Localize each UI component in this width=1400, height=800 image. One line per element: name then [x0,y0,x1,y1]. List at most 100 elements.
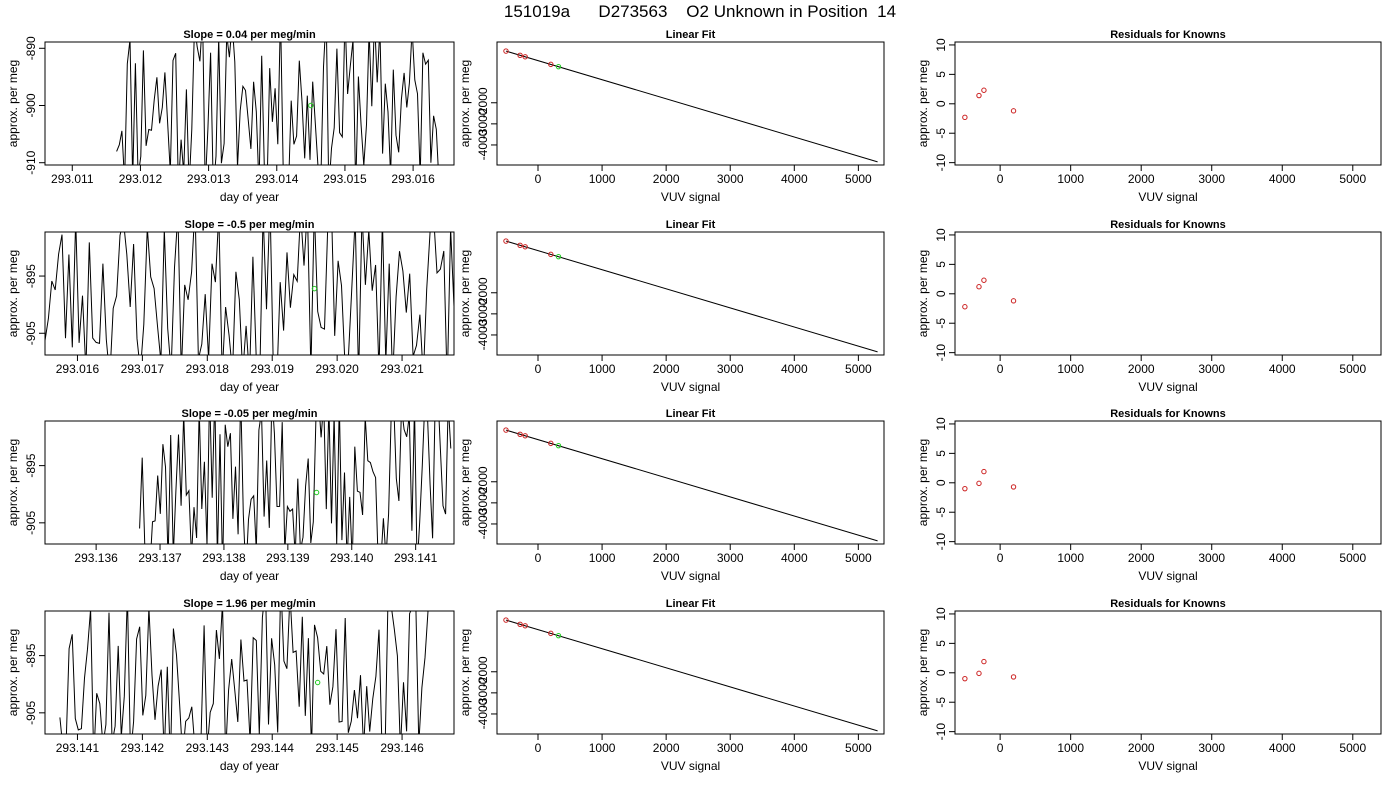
x-tick-label: 1000 [1057,172,1084,186]
x-tick-label: 2000 [653,172,680,186]
unknown-marker [311,285,318,292]
x-tick-label: 0 [535,172,542,186]
x-tick-label: 1000 [1057,741,1084,755]
y-axis-label: approx. per meg [6,629,20,716]
known-point [981,87,987,93]
known-point [522,623,528,629]
x-axis-label: VUV signal [1138,569,1197,583]
x-tick-label: 293.142 [121,741,165,755]
series-line [139,421,452,544]
y-tick-label: -3000 [476,298,490,329]
known-point [1010,674,1017,680]
x-tick-label: 2000 [1128,172,1155,186]
x-tick-label: 293.012 [119,172,163,186]
y-tick-label: -895 [24,264,38,288]
x-tick-label: 293.016 [391,172,435,186]
known-point [522,54,528,60]
y-tick-label: -905 [24,321,38,345]
x-tick-label: 293.143 [186,741,230,755]
x-tick-label: 1000 [589,172,616,186]
series-line [116,42,439,165]
x-tick-label: 3000 [717,741,744,755]
x-tick-label: 293.019 [251,362,295,376]
known-point [981,277,987,283]
y-axis-label: approx. per meg [6,439,20,526]
y-tick-label: -2000 [476,277,490,308]
x-tick-label: 293.140 [330,551,374,565]
panel-title: Slope = -0.05 per meg/min [181,408,317,420]
y-tick-label: 10 [934,417,948,431]
x-axis-label: day of year [220,759,279,773]
plot-frame [44,231,455,356]
x-tick-label: 2000 [1128,551,1155,565]
known-point [503,238,509,244]
plot-frame [954,610,1382,735]
x-axis-label: VUV signal [1138,759,1197,773]
x-axis-label: VUV signal [661,569,720,583]
x-tick-label: 293.141 [394,551,438,565]
known-point [522,433,528,439]
y-axis-label: approx. per meg [458,439,472,526]
x-tick-label: 3000 [717,362,744,376]
y-tick-label: 5 [934,71,948,78]
plot-frame [954,41,1382,166]
x-axis-label: VUV signal [1138,190,1197,204]
x-tick-label: 4000 [781,172,808,186]
y-tick-label: 0 [934,100,948,107]
y-axis-label: approx. per meg [458,629,472,716]
x-tick-label: 5000 [1339,741,1366,755]
x-tick-label: 0 [997,362,1004,376]
x-tick-label: 4000 [781,551,808,565]
x-tick-label: 293.021 [380,362,424,376]
y-axis-label: approx. per meg [916,60,930,147]
fit-line [505,429,878,542]
page-title: 151019a D273563 O2 Unknown in Position 1… [503,2,897,21]
y-axis-label: approx. per meg [916,250,930,337]
known-point [981,658,987,665]
known-point [1010,484,1017,490]
x-tick-label: 5000 [845,172,872,186]
known-point [962,485,968,492]
panel-r2-c1: 293.016 293.017 293.018 293.019 293.020 293.0… [6,219,455,394]
plot-frame [44,610,455,735]
panel-title: Residuals for Knowns [1110,408,1226,420]
known-point [548,630,554,637]
x-axis-label: VUV signal [661,380,720,394]
x-tick-label: 4000 [781,362,808,376]
y-tick-label: -895 [24,453,38,477]
panel-title: Slope = -0.5 per meg/min [185,219,315,231]
y-tick-label: -3000 [476,677,490,708]
x-tick-label: 4000 [1269,362,1296,376]
series-line [59,611,429,734]
y-tick-label: -4000 [476,698,490,729]
y-tick-label: -2000 [476,466,490,497]
unknown-point [555,632,562,639]
x-tick-label: 293.020 [315,362,359,376]
x-tick-label: 293.145 [315,741,359,755]
known-point [517,431,523,437]
x-tick-label: 1000 [589,551,616,565]
known-point [962,304,968,310]
x-tick-label: 4000 [1269,741,1296,755]
fit-line [505,619,878,732]
x-tick-label: 0 [997,741,1004,755]
y-tick-label: -895 [24,643,38,667]
x-tick-label: 2000 [1128,362,1155,376]
x-tick-label: 0 [997,551,1004,565]
y-tick-label: -2000 [476,656,490,687]
y-axis-label: approx. per meg [916,629,930,716]
x-tick-label: 1000 [589,741,616,755]
unknown-marker [313,489,320,496]
known-point [962,114,968,121]
known-point [503,617,509,623]
x-tick-label: 293.017 [121,362,165,376]
x-tick-label: 0 [535,362,542,376]
y-tick-label: -905 [24,701,38,725]
y-axis-label: approx. per meg [458,250,472,337]
y-tick-label: 10 [934,38,948,52]
fit-line [505,50,878,163]
x-tick-label: 0 [535,551,542,565]
y-tick-label: -900 [24,93,38,117]
plot-frame [496,231,885,356]
